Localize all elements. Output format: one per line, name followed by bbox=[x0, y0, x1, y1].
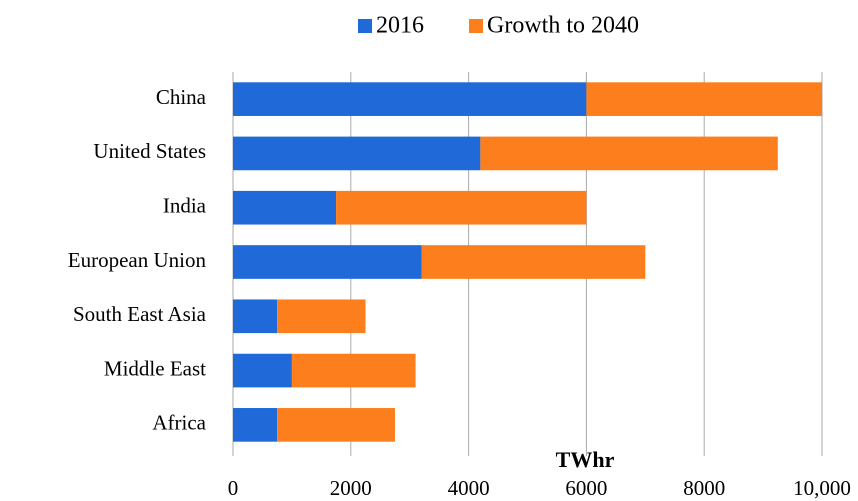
legend-swatch bbox=[469, 19, 483, 33]
y-tick-label: South East Asia bbox=[73, 302, 207, 326]
y-tick-label: Middle East bbox=[104, 356, 206, 380]
y-tick-label: India bbox=[163, 194, 207, 218]
plot: 0 2000 4000 6000 8000 10,000 China United State… bbox=[68, 13, 851, 500]
bar-segment bbox=[291, 353, 416, 388]
bar-segment bbox=[233, 82, 587, 116]
x-tick-label: 0 bbox=[228, 476, 239, 500]
bar-segment bbox=[586, 82, 822, 116]
bar-segment bbox=[277, 408, 395, 442]
y-tick-label: Africa bbox=[152, 411, 206, 435]
x-axis-label: TWhr bbox=[556, 447, 615, 472]
bar-segment bbox=[233, 136, 481, 171]
bar-segment bbox=[233, 353, 292, 388]
bar-segment bbox=[233, 408, 278, 442]
y-tick-label: China bbox=[156, 85, 207, 109]
bar-segment bbox=[336, 190, 587, 225]
x-tick-label: 4000 bbox=[448, 476, 490, 500]
legend-swatch bbox=[358, 19, 372, 33]
x-tick-label: 8000 bbox=[683, 476, 725, 500]
bar-segment bbox=[421, 245, 646, 279]
x-tick-label: 2000 bbox=[330, 476, 372, 500]
bar-segment bbox=[233, 299, 278, 334]
x-tick-label: 6000 bbox=[565, 476, 607, 500]
legend-label: Growth to 2040 bbox=[487, 13, 639, 39]
bar-segment bbox=[233, 190, 337, 225]
legend-label: 2016 bbox=[376, 13, 424, 39]
bar-segment bbox=[233, 245, 422, 279]
x-tick-label: 10,000 bbox=[793, 476, 851, 500]
y-tick-label: European Union bbox=[68, 248, 207, 272]
bar-segment bbox=[480, 136, 778, 171]
y-tick-label: United States bbox=[93, 139, 206, 163]
bar-segment bbox=[277, 299, 366, 334]
